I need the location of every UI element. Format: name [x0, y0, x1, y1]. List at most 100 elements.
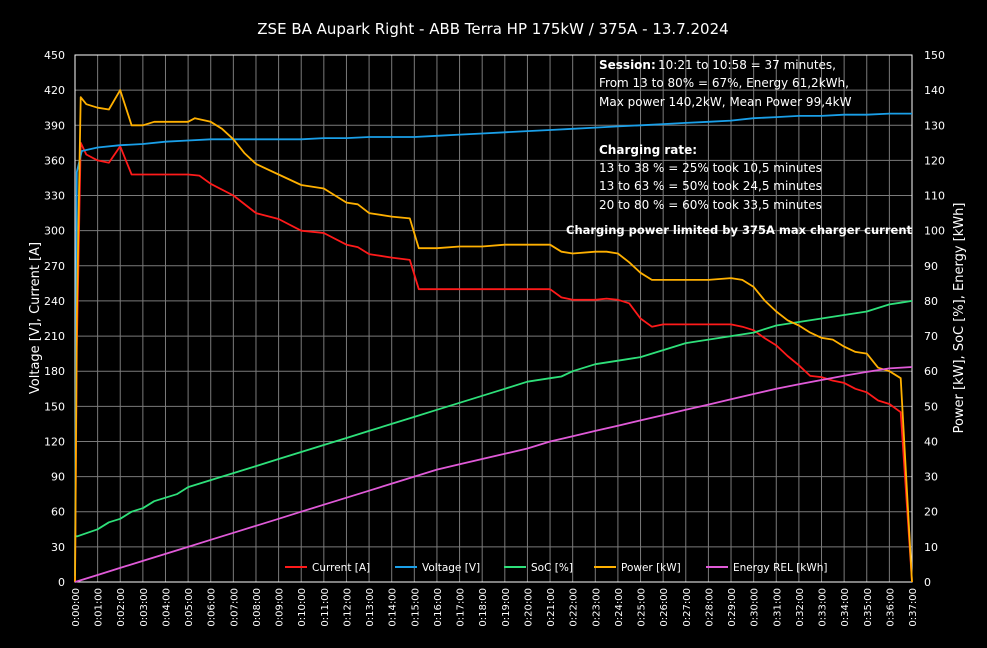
x-tick-label: 0:34:00 — [840, 588, 851, 627]
rate-line-3: 20 to 80 % = 60% took 33,5 minutes — [599, 198, 822, 212]
series-line-2 — [74, 112, 912, 577]
y-left-tick-label: 330 — [44, 190, 65, 203]
x-tick-label: 0:19:00 — [501, 588, 512, 627]
x-tick-label: 0:12:00 — [342, 588, 353, 627]
y-left-tick-label: 240 — [44, 295, 65, 308]
series-line-4 — [74, 89, 913, 583]
limit-note: Charging power limited by 375A max charg… — [566, 223, 913, 237]
y-left-tick-label: 390 — [44, 119, 65, 132]
session-line-3: Max power 140,2kW, Mean Power 99,4kW — [599, 95, 852, 109]
x-tick-label: 0:27:00 — [682, 588, 693, 627]
y-axis-left-label: Voltage [V], Current [A] — [28, 242, 43, 394]
y-right-tick-label: 10 — [924, 541, 938, 554]
x-tick-label: 0:04:00 — [161, 588, 172, 627]
y-right-tick-label: 60 — [924, 365, 938, 378]
x-tick-label: 0:22:00 — [569, 588, 580, 627]
x-tick-label: 0:25:00 — [637, 588, 648, 627]
x-tick-label: 0:24:00 — [614, 588, 625, 627]
y-right-tick-label: 0 — [924, 576, 931, 589]
x-tick-label: 0:29:00 — [727, 588, 738, 627]
y-right-tick-label: 110 — [924, 190, 945, 203]
x-tick-label: 0:00:00 — [71, 588, 82, 627]
x-tick-label: 0:08:00 — [252, 588, 263, 627]
y-left-tick-label: 150 — [44, 400, 65, 413]
x-tick-label: 0:26:00 — [659, 588, 670, 627]
y-left-tick-label: 180 — [44, 365, 65, 378]
y-left-tick-label: 120 — [44, 435, 65, 448]
x-tick-label: 0:01:00 — [94, 588, 105, 627]
y-left-tick-label: 360 — [44, 154, 65, 167]
x-tick-label: 0:07:00 — [229, 588, 240, 627]
x-tick-label: 0:30:00 — [750, 588, 761, 627]
x-tick-label: 0:21:00 — [546, 588, 557, 627]
x-tick-label: 0:33:00 — [818, 588, 829, 627]
y-left-tick-label: 420 — [44, 84, 65, 97]
y-right-tick-label: 70 — [924, 330, 938, 343]
session-line-1: 10:21 to 10:58 = 37 minutes, — [658, 58, 836, 72]
y-right-tick-label: 130 — [924, 119, 945, 132]
legend-label: Voltage [V] — [422, 562, 480, 574]
x-tick-label: 0:32:00 — [795, 588, 806, 627]
plot-frame — [74, 54, 913, 583]
x-tick-label: 0:10:00 — [297, 588, 308, 627]
charging-rate-annotation: Charging rate: 13 to 38 % = 25% took 10,… — [599, 143, 822, 212]
y-right-tick-label: 80 — [924, 295, 938, 308]
x-tick-label: 0:09:00 — [275, 588, 286, 627]
rate-line-1: 13 to 38 % = 25% took 10,5 minutes — [599, 161, 822, 175]
y-left-tick-label: 210 — [44, 330, 65, 343]
y-left-tick-label: 30 — [51, 541, 65, 554]
x-tick-label: 0:20:00 — [523, 588, 534, 627]
y-right-tick-label: 40 — [924, 435, 938, 448]
y-right-tick-label: 100 — [924, 225, 945, 238]
x-tick-label: 0:02:00 — [116, 588, 127, 627]
x-tick-label: 0:23:00 — [591, 588, 602, 627]
x-tick-label: 0:36:00 — [885, 588, 896, 627]
y-right-tick-label: 150 — [924, 49, 945, 62]
y-right-tick-label: 90 — [924, 260, 938, 273]
x-tick-label: 0:28:00 — [704, 588, 715, 627]
x-tick-label: 0:05:00 — [184, 588, 195, 627]
x-tick-label: 0:31:00 — [772, 588, 783, 627]
series-line-3 — [75, 300, 913, 538]
x-tick-label: 0:13:00 — [365, 588, 376, 627]
y-left-tick-label: 450 — [44, 49, 65, 62]
x-tick-label: 0:11:00 — [320, 588, 331, 627]
series-group — [74, 89, 913, 583]
series-line-1 — [74, 141, 913, 583]
y-left-tick-label: 270 — [44, 260, 65, 273]
y-right-tick-label: 140 — [924, 84, 945, 97]
legend-label: Energy REL [kWh] — [733, 562, 828, 574]
y-left-tick-label: 90 — [51, 471, 65, 484]
rate-line-2: 13 to 63 % = 50% took 24,5 minutes — [599, 179, 822, 193]
legend: Current [A] Voltage [V] SoC [%] Power [kW] E… — [285, 562, 828, 574]
legend-label: Power [kW] — [621, 562, 681, 574]
y-right-tick-label: 30 — [924, 471, 938, 484]
grid — [74, 54, 913, 583]
chart-title: ZSE BA Aupark Right - ABB Terra HP 175kW… — [257, 20, 728, 38]
y-left-tick-label: 60 — [51, 506, 65, 519]
x-tick-label: 0:37:00 — [908, 588, 919, 627]
rate-header: Charging rate: — [599, 143, 697, 157]
y-axis-right: 0 10 20 30 40 50 60 70 80 90 100 110 120 130 140 150 — [924, 49, 945, 589]
series-line-5 — [74, 366, 913, 583]
x-tick-label: 0:17:00 — [456, 588, 467, 627]
legend-label: SoC [%] — [531, 562, 573, 574]
y-right-tick-label: 120 — [924, 154, 945, 167]
x-tick-label: 0:03:00 — [139, 588, 150, 627]
y-left-tick-label: 0 — [58, 576, 65, 589]
x-tick-label: 0:16:00 — [433, 588, 444, 627]
y-axis-left: 0 30 60 90 120 150 180 210 240 270 300 330 360 390 420… — [44, 49, 65, 589]
y-right-tick-label: 20 — [924, 506, 938, 519]
x-tick-label: 0:15:00 — [410, 588, 421, 627]
x-tick-label: 0:06:00 — [207, 588, 218, 627]
session-line-2: From 13 to 80% = 67%, Energy 61,2kWh, — [599, 76, 849, 90]
x-tick-label: 0:35:00 — [863, 588, 874, 627]
x-tick-label: 0:18:00 — [478, 588, 489, 627]
y-axis-right-label: Power [kW], SoC [%], Energy [kWh] — [952, 203, 967, 434]
session-header: Session: — [599, 58, 656, 72]
y-left-tick-label: 300 — [44, 225, 65, 238]
session-annotation: Session: 10:21 to 10:58 = 37 minutes, Fr… — [599, 58, 852, 109]
y-right-tick-label: 50 — [924, 400, 938, 413]
